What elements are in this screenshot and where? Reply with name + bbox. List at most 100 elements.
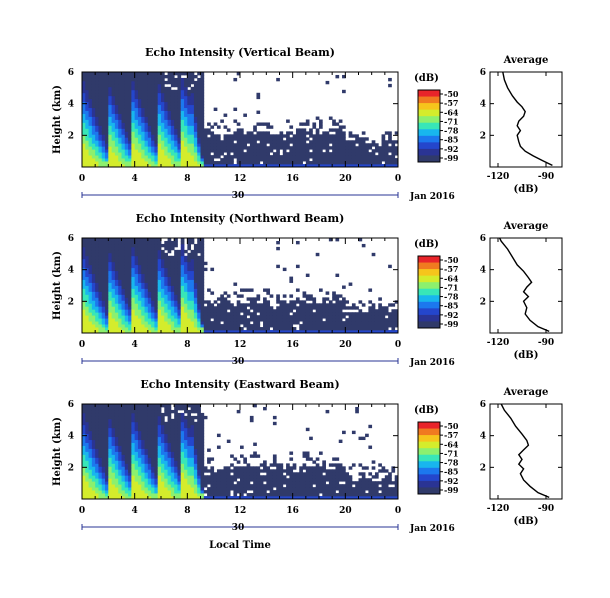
heatmap-cell — [101, 294, 106, 298]
heatmap-cell — [216, 321, 221, 325]
heatmap-cell — [312, 300, 317, 304]
heatmap-cell — [98, 146, 103, 150]
heatmap-cell — [118, 164, 122, 168]
heatmap-cell — [384, 321, 389, 325]
heatmap-cell — [164, 291, 168, 295]
colorbar-swatch — [418, 135, 440, 143]
heatmap-cell — [108, 249, 113, 254]
heatmap-cell — [361, 312, 366, 316]
heatmap-cell — [154, 415, 159, 420]
heatmap-cell — [197, 238, 201, 242]
heatmap-cell — [85, 463, 89, 467]
heatmap-cell — [105, 72, 109, 76]
heatmap-cell — [98, 315, 103, 319]
heatmap-cell — [269, 294, 274, 298]
heatmap-cell — [184, 104, 188, 109]
heatmap-cell — [114, 128, 119, 132]
heatmap-cell — [144, 98, 149, 103]
heatmap-cell — [223, 315, 228, 319]
heatmap-cell — [147, 481, 152, 485]
heatmap-cell — [144, 101, 149, 106]
heatmap-cell — [154, 273, 159, 277]
heatmap-cell — [144, 478, 149, 482]
heatmap-cell — [167, 300, 172, 304]
heatmap-cell — [137, 86, 142, 91]
heatmap-cell — [111, 86, 116, 91]
heatmap-cell — [131, 101, 136, 106]
heatmap-cell — [164, 89, 168, 94]
heatmap-cell — [147, 137, 152, 141]
heatmap-cell — [174, 303, 178, 307]
heatmap-cell — [220, 312, 224, 316]
heatmap-cell — [141, 418, 145, 423]
heatmap-cell — [151, 161, 155, 165]
heatmap-cell — [141, 74, 145, 79]
heatmap-cell — [98, 475, 103, 479]
heatmap-cell — [134, 330, 139, 334]
heatmap-cell — [174, 146, 178, 150]
heatmap-cell — [134, 92, 139, 97]
heatmap-cell — [272, 309, 277, 313]
heatmap-cell — [167, 303, 172, 307]
heatmap-cell — [187, 80, 192, 85]
heatmap-cell — [134, 448, 139, 452]
heatmap-cell — [365, 324, 369, 328]
heatmap-cell — [134, 288, 139, 292]
heatmap-cell — [105, 92, 109, 97]
heatmap-cell — [184, 276, 188, 280]
heatmap-cell — [128, 288, 132, 292]
heatmap-cell — [128, 478, 132, 482]
heatmap-cell — [233, 155, 238, 159]
heatmap-cell — [131, 95, 136, 100]
heatmap-cell — [128, 327, 132, 331]
heatmap-cell — [177, 113, 182, 117]
heatmap-cell — [193, 315, 198, 319]
heatmap-cell — [95, 463, 99, 467]
heatmap-cell — [95, 252, 99, 257]
heatmap-cell — [147, 330, 152, 334]
heatmap-cell — [368, 164, 373, 168]
heatmap-cell — [111, 457, 116, 461]
heatmap-cell — [368, 315, 373, 319]
heatmap-cell — [170, 72, 175, 76]
heatmap-cell — [184, 267, 188, 272]
heatmap-cell — [101, 238, 106, 242]
heatmap-cell — [240, 137, 244, 141]
heatmap-cell — [105, 409, 109, 414]
heatmap-cell — [161, 243, 165, 248]
heatmap-cell — [167, 113, 172, 117]
heatmap-cell — [95, 421, 99, 426]
heatmap-cell — [95, 131, 99, 135]
heatmap-cell — [220, 152, 224, 156]
heatmap-cell — [170, 484, 175, 488]
heatmap-cell — [114, 445, 119, 449]
heatmap-cell — [295, 297, 300, 301]
heatmap-cell — [170, 137, 175, 141]
heatmap-cell — [358, 161, 363, 165]
heatmap-cell — [266, 158, 271, 162]
heatmap-cell — [85, 406, 89, 411]
heatmap-cell — [98, 415, 103, 420]
heatmap-cell — [154, 291, 159, 295]
heatmap-cell — [157, 152, 162, 156]
heatmap-cell — [157, 496, 162, 500]
heatmap-cell — [114, 107, 119, 111]
heatmap-cell — [137, 267, 142, 272]
heatmap-cell — [184, 294, 188, 298]
heatmap-cell — [266, 291, 271, 295]
heatmap-cell — [101, 424, 106, 429]
heatmap-cell — [137, 469, 142, 473]
heatmap-cell — [259, 330, 264, 334]
heatmap-cell — [184, 155, 188, 159]
heatmap-cell — [85, 288, 89, 292]
heatmap-cell — [170, 285, 175, 289]
heatmap-cell — [95, 436, 99, 441]
heatmap-cell — [91, 279, 96, 283]
heatmap-cell — [213, 312, 218, 316]
heatmap-cell — [236, 161, 241, 165]
heatmap-cell — [134, 454, 139, 458]
heatmap-cell — [312, 140, 317, 144]
heatmap-cell — [164, 146, 168, 150]
heatmap-cell — [161, 306, 165, 310]
heatmap-cell — [167, 433, 172, 438]
